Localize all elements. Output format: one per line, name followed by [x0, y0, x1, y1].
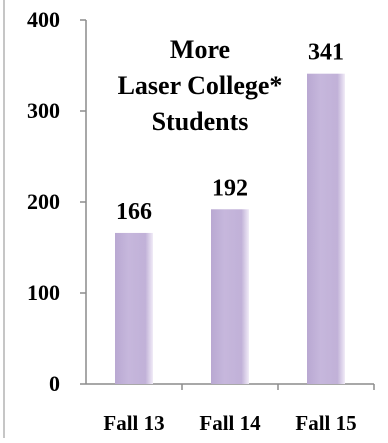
x-tick-label: Fall 15 — [295, 411, 356, 435]
x-tick-labels-group: Fall 13 Fall 14 Fall 15 — [103, 411, 356, 435]
x-tick-label: Fall 13 — [103, 411, 164, 435]
y-tick-label: 300 — [27, 98, 60, 123]
data-label: 192 — [212, 175, 248, 201]
bar-fall-15 — [307, 73, 345, 384]
y-tick-label: 200 — [27, 189, 60, 214]
y-axis-ticks: 0 100 200 300 400 — [27, 7, 86, 396]
x-axis-ticks — [181, 384, 375, 390]
bars-group — [115, 73, 345, 384]
y-tick-label: 100 — [27, 280, 60, 305]
bar-fall-13 — [115, 232, 153, 384]
data-labels-group: 166 192 341 — [116, 40, 344, 225]
y-tick-label: 400 — [27, 7, 60, 32]
bar-fall-14 — [211, 209, 249, 384]
data-label: 166 — [116, 199, 152, 225]
chart-title-line-3: Students — [152, 107, 249, 136]
data-label: 341 — [308, 40, 344, 66]
y-tick-label: 0 — [49, 371, 60, 396]
chart-title-line-2: Laser College* — [118, 71, 283, 100]
x-tick-label: Fall 14 — [199, 411, 261, 435]
chart-title-line-1: More — [170, 35, 230, 64]
